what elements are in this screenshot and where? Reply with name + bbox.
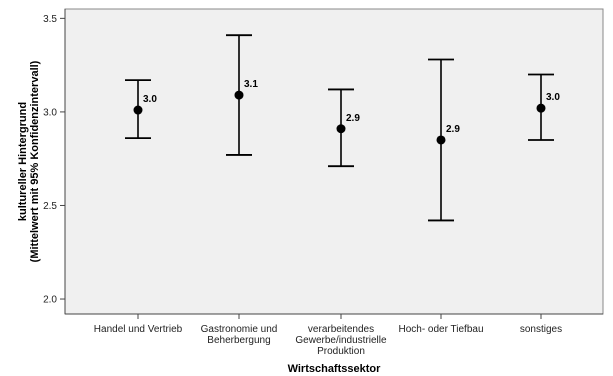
mean-point — [234, 90, 244, 100]
x-axis: Handel und Vertrieb Gastronomie und Beherb… — [65, 313, 603, 357]
mean-point — [536, 103, 546, 113]
x-tick-label-line: sonstiges — [520, 324, 562, 335]
x-tick-label-line: Gewerbe/industrielle — [295, 335, 387, 346]
error-bar-group: 2.9 — [328, 88, 360, 168]
mean-point — [133, 105, 143, 115]
error-bar-group: 3.0 — [528, 73, 560, 141]
x-tick-label: Gastronomie und Beherbergung — [201, 324, 278, 346]
plot-area — [64, 8, 604, 315]
x-tick-label-line: Gastronomie und — [201, 324, 278, 335]
data-label: 3.1 — [244, 79, 258, 90]
mean-point — [436, 135, 446, 145]
y-axis-title-line: kultureller Hintergrund — [17, 102, 29, 221]
data-label: 3.0 — [143, 94, 157, 105]
data-label: 2.9 — [346, 113, 360, 124]
data-label: 2.9 — [446, 124, 460, 135]
x-tick-label-line: Beherbergung — [207, 335, 270, 346]
data-label: 3.0 — [546, 92, 560, 103]
error-bar-group: 3.0 — [125, 79, 157, 140]
error-bar-group: 3.1 — [226, 34, 258, 156]
y-axis-title: kultureller Hintergrund(Mittelwert mit 9… — [17, 60, 41, 262]
x-tick-label: sonstiges — [520, 324, 562, 335]
x-tick-label-line: Hoch- oder Tiefbau — [398, 324, 483, 335]
x-tick-label: Hoch- oder Tiefbau — [398, 324, 483, 335]
y-axis-title-line: (Mittelwert mit 95% Konfidenzintervall) — [29, 60, 41, 262]
error-bar-group: 2.9 — [428, 58, 460, 222]
y-tick-label: 3.5 — [43, 14, 57, 25]
x-tick-label-line: Handel und Vertrieb — [94, 324, 183, 335]
x-tick-label-line: Produktion — [317, 346, 365, 357]
x-tick-label: Handel und Vertrieb — [94, 324, 183, 335]
y-tick-label: 3.0 — [43, 107, 57, 118]
y-axis: 2.0 2.5 3.0 3.5 — [43, 9, 66, 314]
x-tick-label: verarbeitendes Gewerbe/industrielle Produk… — [295, 324, 387, 357]
y-tick-label: 2.0 — [43, 295, 57, 306]
chart-marks: 3.0 3.1 2.9 2.9 3.0 — [125, 34, 560, 222]
x-tick-label-line: verarbeitendes — [308, 324, 374, 335]
mean-point — [336, 124, 346, 134]
y-tick-label: 2.5 — [43, 201, 57, 212]
x-axis-title: Wirtschaftssektor — [288, 363, 382, 375]
